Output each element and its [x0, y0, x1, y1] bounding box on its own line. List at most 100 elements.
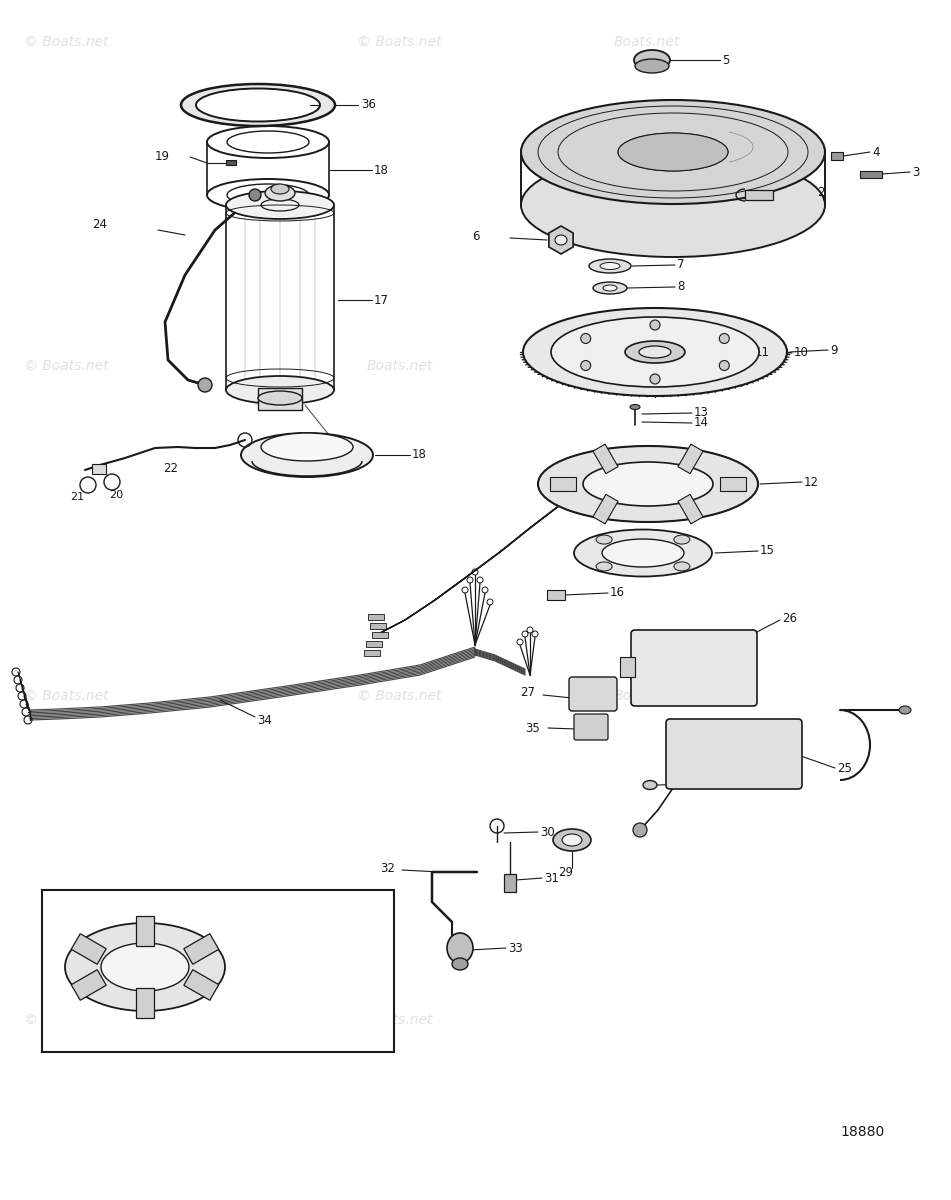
Ellipse shape: [574, 529, 712, 576]
Text: 27: 27: [520, 685, 535, 698]
Bar: [258, 388, 302, 410]
Ellipse shape: [523, 308, 787, 396]
Ellipse shape: [226, 191, 334, 218]
Ellipse shape: [555, 235, 567, 245]
Text: © Boats.net: © Boats.net: [358, 35, 441, 49]
FancyBboxPatch shape: [574, 714, 608, 740]
Ellipse shape: [521, 152, 825, 257]
Text: 26: 26: [782, 612, 797, 624]
Text: 20: 20: [109, 490, 123, 500]
Ellipse shape: [618, 133, 728, 170]
Bar: [136, 916, 154, 946]
Ellipse shape: [583, 462, 713, 506]
Text: © Boats.net: © Boats.net: [358, 689, 441, 703]
Text: 30: 30: [540, 826, 554, 839]
Text: 2: 2: [817, 186, 825, 198]
Ellipse shape: [602, 539, 684, 566]
Text: Boats.net: Boats.net: [613, 35, 680, 49]
Text: 15: 15: [760, 545, 775, 558]
Bar: [42, 890, 394, 1052]
Ellipse shape: [674, 562, 689, 571]
Bar: [370, 623, 386, 629]
Text: Lamination Thickness: Lamination Thickness: [218, 955, 362, 968]
FancyBboxPatch shape: [631, 630, 757, 706]
Text: © Boats.net: © Boats.net: [25, 1013, 108, 1027]
Bar: [226, 160, 236, 164]
Text: 6: 6: [473, 230, 480, 244]
Ellipse shape: [538, 446, 758, 522]
Text: 24: 24: [92, 218, 107, 232]
Ellipse shape: [643, 780, 657, 790]
Text: 1: 1: [762, 142, 769, 155]
Ellipse shape: [625, 341, 685, 362]
Text: 10: 10: [794, 347, 809, 360]
Text: 18: 18: [412, 449, 427, 462]
Ellipse shape: [265, 185, 295, 200]
Circle shape: [581, 334, 591, 343]
Text: 4: 4: [872, 145, 880, 158]
Ellipse shape: [226, 376, 334, 404]
Text: Boats.net: Boats.net: [613, 689, 680, 703]
FancyBboxPatch shape: [666, 719, 802, 790]
Ellipse shape: [589, 259, 631, 272]
Ellipse shape: [674, 535, 689, 544]
Ellipse shape: [596, 562, 612, 571]
Ellipse shape: [447, 934, 473, 962]
Circle shape: [719, 334, 729, 343]
Polygon shape: [549, 226, 573, 254]
Text: 14: 14: [694, 416, 709, 430]
Text: 12: 12: [804, 475, 819, 488]
Bar: [592, 494, 618, 524]
Ellipse shape: [634, 50, 670, 70]
Circle shape: [249, 188, 261, 200]
Text: Boats.net: Boats.net: [613, 359, 680, 373]
Circle shape: [198, 378, 212, 392]
Bar: [678, 444, 703, 474]
Text: 25: 25: [837, 762, 852, 774]
Ellipse shape: [452, 958, 468, 970]
Ellipse shape: [101, 943, 189, 991]
Bar: [592, 444, 618, 474]
Circle shape: [719, 360, 729, 371]
Ellipse shape: [596, 535, 612, 544]
Text: © Boats.net: © Boats.net: [25, 35, 108, 49]
Text: 22: 22: [163, 462, 178, 474]
Text: 34: 34: [257, 714, 272, 727]
Text: 33: 33: [508, 942, 523, 954]
Text: 5: 5: [722, 54, 729, 66]
Bar: [504, 874, 516, 892]
Text: 7: 7: [677, 258, 685, 271]
Text: © Boats.net: © Boats.net: [25, 689, 108, 703]
Ellipse shape: [635, 59, 669, 73]
Ellipse shape: [65, 923, 225, 1010]
Polygon shape: [181, 84, 335, 126]
Bar: [92, 464, 106, 474]
Text: 13: 13: [694, 407, 708, 420]
Ellipse shape: [521, 100, 825, 204]
Text: Boats.net: Boats.net: [366, 1013, 433, 1027]
Text: 18: 18: [374, 163, 389, 176]
Bar: [366, 641, 382, 647]
Circle shape: [650, 320, 660, 330]
Bar: [372, 632, 388, 638]
Circle shape: [581, 360, 591, 371]
Circle shape: [633, 823, 647, 838]
Text: 19: 19: [155, 150, 170, 163]
Text: 16: 16: [610, 587, 625, 600]
Ellipse shape: [562, 834, 582, 846]
Bar: [831, 152, 843, 160]
Text: 8: 8: [677, 281, 685, 294]
Ellipse shape: [258, 391, 302, 404]
Bar: [745, 190, 773, 200]
Ellipse shape: [551, 317, 759, 386]
Ellipse shape: [553, 829, 591, 851]
Text: 9: 9: [830, 343, 838, 356]
Text: Boats.net: Boats.net: [366, 359, 433, 373]
Text: 18880: 18880: [840, 1126, 884, 1139]
Bar: [184, 934, 219, 965]
Ellipse shape: [899, 706, 911, 714]
Circle shape: [650, 374, 660, 384]
Ellipse shape: [593, 282, 627, 294]
Text: 28: 28: [700, 778, 715, 791]
Ellipse shape: [600, 263, 620, 270]
